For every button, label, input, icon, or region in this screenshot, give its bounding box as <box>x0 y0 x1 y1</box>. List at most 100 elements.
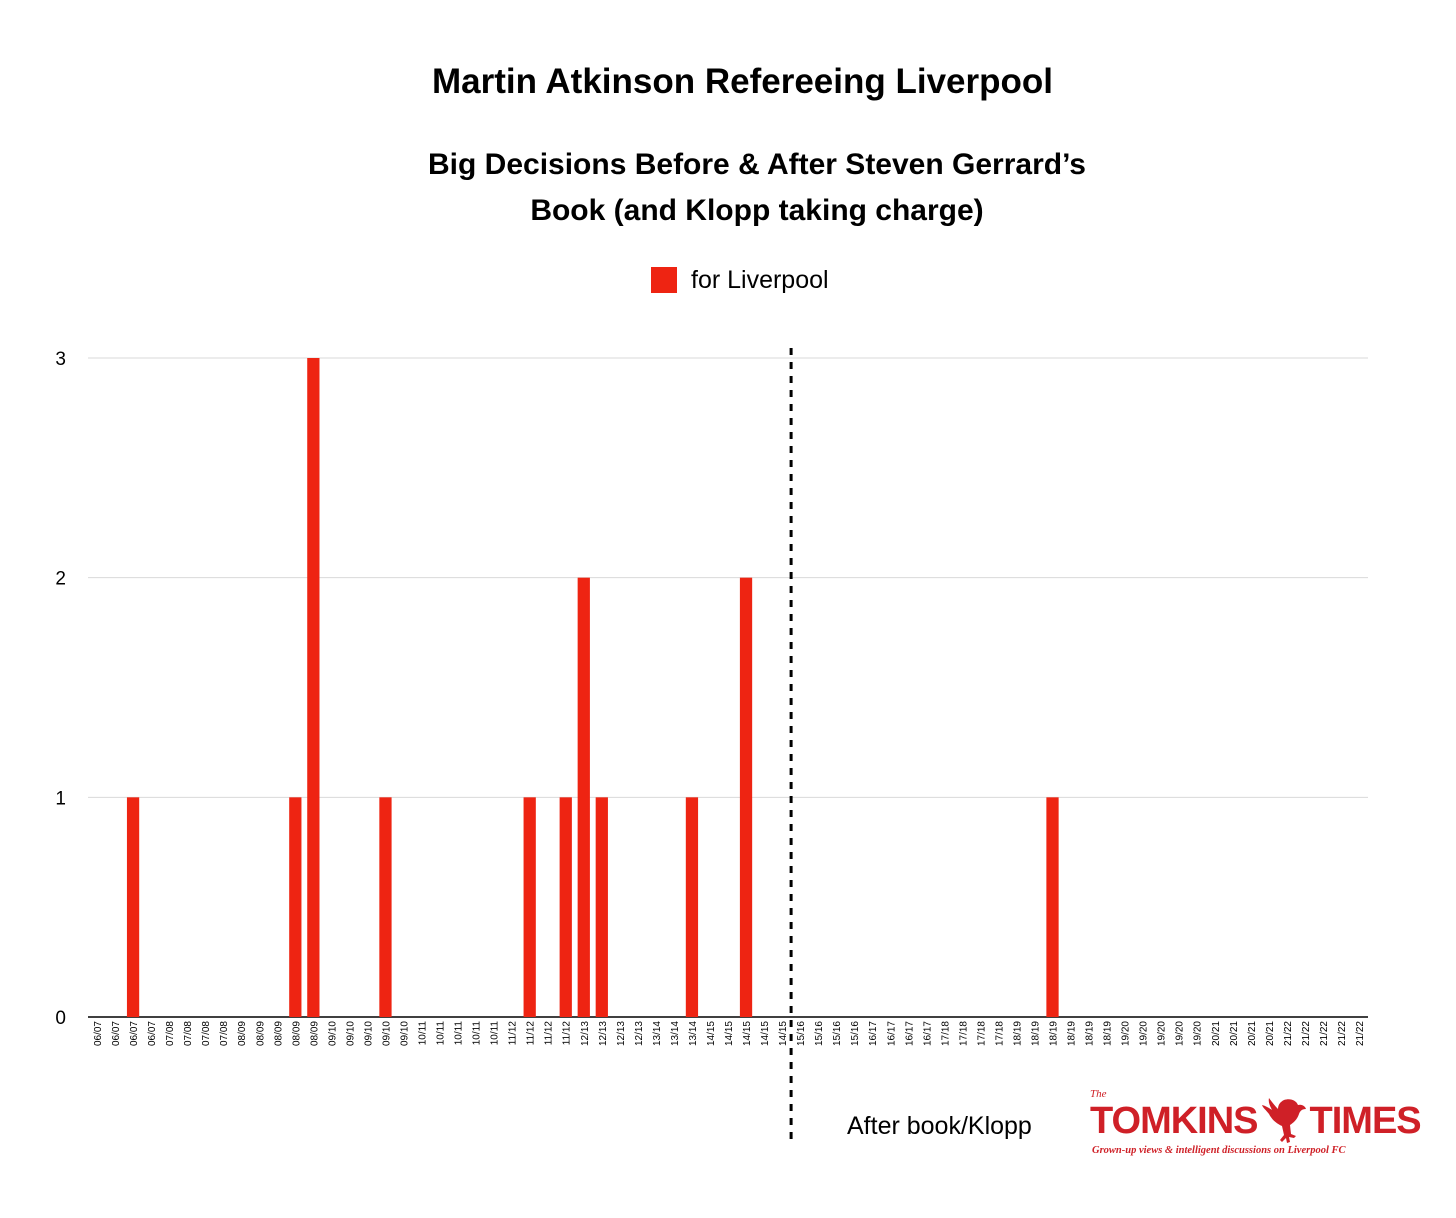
x-tick-label: 11/12 <box>508 1021 519 1046</box>
x-tick-label: 21/22 <box>1319 1021 1330 1046</box>
x-tick-label: 09/10 <box>345 1021 356 1046</box>
x-tick-label: 19/20 <box>1175 1021 1186 1046</box>
x-tick-label: 21/22 <box>1301 1021 1312 1046</box>
x-tick-label: 19/20 <box>1139 1021 1150 1046</box>
x-tick-label: 07/08 <box>183 1021 194 1046</box>
x-tick-label: 08/09 <box>273 1021 284 1046</box>
x-tick-label: 15/16 <box>850 1021 861 1046</box>
subtitle-line-1: Big Decisions Before & After Steven Gerr… <box>428 148 1086 181</box>
x-tick-label: 13/14 <box>688 1021 699 1046</box>
x-tick-label: 10/11 <box>454 1021 465 1046</box>
chart-title: Martin Atkinson Refereeing Liverpool <box>431 62 1053 101</box>
x-tick-label: 16/17 <box>922 1021 933 1046</box>
x-tick-label: 16/17 <box>868 1021 879 1046</box>
x-tick-label: 06/07 <box>93 1021 104 1046</box>
x-tick-label: 16/17 <box>886 1021 897 1046</box>
x-tick-label: 18/19 <box>1030 1021 1041 1046</box>
x-tick-label: 12/13 <box>634 1021 645 1046</box>
logo-tagline: Grown-up views & intelligent discussions… <box>1092 1145 1346 1156</box>
x-tick-label: 12/13 <box>580 1021 591 1046</box>
x-tick-label: 18/19 <box>1012 1021 1023 1046</box>
x-tick-label: 09/10 <box>381 1021 392 1046</box>
x-tick-label: 18/19 <box>1049 1021 1060 1046</box>
subtitle-line-2: Book (and Klopp taking charge) <box>530 194 984 227</box>
x-tick-label: 21/22 <box>1283 1021 1294 1046</box>
x-tick-label: 20/21 <box>1265 1021 1276 1046</box>
x-tick-label: 11/12 <box>544 1021 555 1046</box>
y-axis-ticks: 0 1 2 3 <box>55 349 66 1029</box>
x-tick-label: 18/19 <box>1085 1021 1096 1046</box>
bar <box>307 358 320 1017</box>
x-tick-label: 06/07 <box>129 1021 140 1046</box>
x-tick-label: 21/22 <box>1337 1021 1348 1046</box>
x-tick-label: 14/15 <box>706 1021 717 1046</box>
x-tick-label: 10/11 <box>436 1021 447 1046</box>
logo-wordmark: TOMKINS TIMES <box>1090 1096 1422 1146</box>
gridlines <box>88 357 1368 1018</box>
x-tick-label: 20/21 <box>1247 1021 1258 1046</box>
x-tick-label: 20/21 <box>1211 1021 1222 1046</box>
x-tick-label: 07/08 <box>165 1021 176 1046</box>
legend: for Liverpool <box>651 262 829 298</box>
logo-right-word: TIMES <box>1309 1099 1422 1142</box>
bar <box>1046 797 1059 1017</box>
x-tick-label: 07/08 <box>201 1021 212 1046</box>
x-tick-label: 17/18 <box>958 1021 969 1046</box>
x-tick-label: 06/07 <box>111 1021 122 1046</box>
x-tick-label: 18/19 <box>1103 1021 1114 1046</box>
x-tick-label: 13/14 <box>670 1021 681 1046</box>
x-tick-label: 08/09 <box>291 1021 302 1046</box>
x-tick-label: 19/20 <box>1121 1021 1132 1046</box>
x-tick-label: 14/15 <box>778 1021 789 1046</box>
liverbird-icon <box>1261 1098 1306 1143</box>
x-tick-label: 07/08 <box>219 1021 230 1046</box>
x-tick-label: 14/15 <box>742 1021 753 1046</box>
bar <box>289 797 302 1017</box>
bar <box>595 797 608 1017</box>
y-tick-label: 2 <box>55 569 66 590</box>
x-tick-label: 10/11 <box>418 1021 429 1046</box>
tomkins-times-logo: The TOMKINS TIMES Grown-up views & intel… <box>1090 1088 1422 1163</box>
bar <box>379 797 392 1017</box>
x-tick-label: 08/09 <box>237 1021 248 1046</box>
vline-annotation: After book/Klopp <box>847 1112 1032 1140</box>
x-tick-label: 08/09 <box>309 1021 320 1046</box>
x-tick-label: 20/21 <box>1229 1021 1240 1046</box>
x-tick-label: 06/07 <box>147 1021 158 1046</box>
x-tick-label: 15/16 <box>796 1021 807 1046</box>
x-tick-label: 17/18 <box>976 1021 987 1046</box>
bar <box>523 797 536 1017</box>
legend-label: for Liverpool <box>691 265 829 294</box>
x-tick-label: 10/11 <box>490 1021 501 1046</box>
x-tick-label: 16/17 <box>904 1021 915 1046</box>
x-tick-label: 10/11 <box>472 1021 483 1046</box>
x-tick-label: 12/13 <box>598 1021 609 1046</box>
logo-the: The <box>1090 1088 1107 1100</box>
x-tick-label: 17/18 <box>994 1021 1005 1046</box>
x-tick-label: 17/18 <box>940 1021 951 1046</box>
chart-subtitle: Big Decisions Before & After Steven Gerr… <box>0 142 1456 234</box>
x-tick-label: 11/12 <box>562 1021 573 1046</box>
x-tick-label: 13/14 <box>652 1021 663 1046</box>
x-tick-label: 09/10 <box>363 1021 374 1046</box>
x-tick-label: 21/22 <box>1355 1021 1366 1046</box>
bar <box>739 577 753 1017</box>
x-tick-label: 18/19 <box>1067 1021 1078 1046</box>
x-tick-label: 09/10 <box>399 1021 410 1046</box>
x-tick-label: 19/20 <box>1157 1021 1168 1046</box>
x-tick-label: 11/12 <box>526 1021 537 1046</box>
x-tick-label: 14/15 <box>724 1021 735 1046</box>
bar <box>685 797 699 1017</box>
bar <box>126 797 140 1017</box>
x-tick-label: 09/10 <box>327 1021 338 1046</box>
x-tick-label: 08/09 <box>255 1021 266 1046</box>
y-tick-label: 3 <box>55 349 66 370</box>
bars <box>126 358 1059 1017</box>
y-tick-label: 0 <box>55 1008 66 1029</box>
x-axis-ticks: 06/07 06/07 06/07 06/07 07/08 07/08 07/08 07/08… <box>93 1021 1366 1046</box>
bar <box>577 577 590 1017</box>
x-tick-label: 15/16 <box>832 1021 843 1046</box>
logo-left-word: TOMKINS <box>1090 1099 1259 1142</box>
x-tick-label: 19/20 <box>1193 1021 1204 1046</box>
